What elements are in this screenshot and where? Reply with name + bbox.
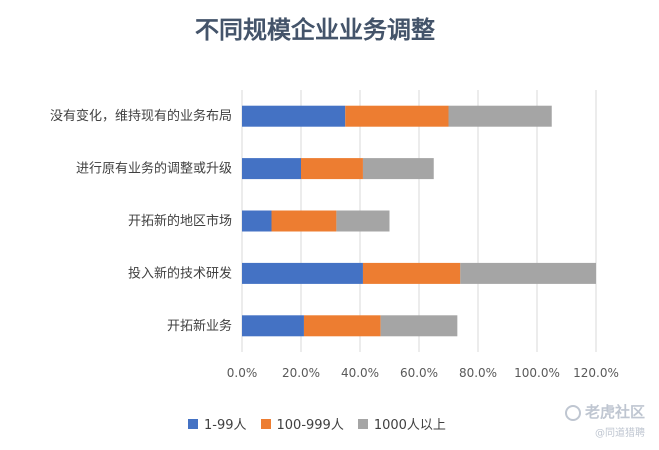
category-label: 没有变化，维持现有的业务布局 [50,108,232,124]
bar-segment [242,158,301,180]
x-tick-label: 120.0% [573,366,619,380]
bar-segment [242,315,304,337]
legend-label-1-99: 1-99人 [204,418,247,433]
legend-item-1-99: 1-99人 [188,414,247,433]
legend-item-1000-plus: 1000人以上 [357,414,446,433]
bar-segment [242,210,272,232]
x-tick-label: 80.0% [459,366,497,380]
bar-segment [362,158,434,180]
legend-swatch-100-999 [260,418,271,429]
bar-segment [362,262,461,284]
bar-segment [301,158,363,180]
legend-item-100-999: 100-999人 [260,414,344,433]
bar-segment [380,315,458,337]
legend-label-100-999: 100-999人 [276,418,344,433]
bar-segment [345,105,449,127]
x-tick-label: 100.0% [514,366,560,380]
watermark: 老虎社区 @同道猎聘 [564,401,645,439]
watermark-main: 老虎社区 [584,403,645,421]
bar-segment [242,105,346,127]
legend-swatch-1-99 [188,418,198,429]
chart-title: 不同规模企业业务调整 [195,16,435,44]
bar-segment [460,262,596,284]
category-label: 进行原有业务的调整或升级 [76,161,232,177]
x-tick-label: 40.0% [341,366,379,380]
category-label: 投入新的技术研发 [128,265,232,281]
legend: 1-99人 100-999人 1000人以上 [188,414,446,433]
x-tick-label: 20.0% [282,366,320,380]
bar-segment [448,105,552,127]
x-tick-label: 0.0% [227,366,258,380]
bar-segment [242,262,363,284]
bar-segment [271,210,337,232]
category-label: 开拓新业务 [167,318,232,334]
legend-swatch-1000-plus [357,418,368,429]
bar-segment [303,315,381,337]
watermark-sub: @同道猎聘 [595,428,645,439]
legend-label-1000-plus: 1000人以上 [373,418,446,433]
x-tick-label: 60.0% [400,366,438,380]
bar-segment [336,210,390,232]
category-label: 开拓新的地区市场 [128,213,232,229]
tiger-logo-icon [564,404,581,421]
